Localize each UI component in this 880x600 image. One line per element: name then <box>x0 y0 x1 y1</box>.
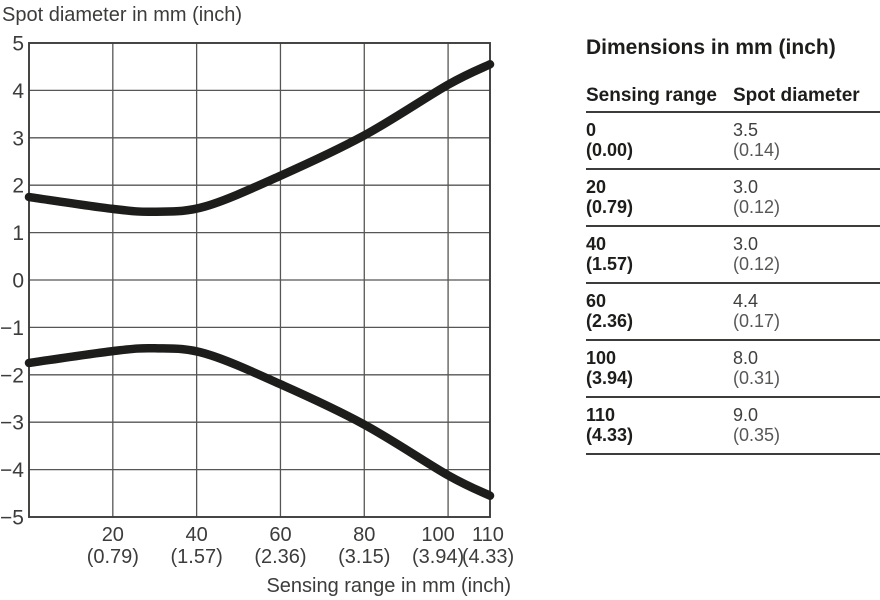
column-header-spot-diameter: Spot diameter <box>733 85 860 106</box>
table-row: 20 (0.79) 3.0 (0.12) <box>586 168 880 225</box>
y-tick-label: −1 <box>0 317 24 340</box>
x-tick-label-mm: 100 <box>421 524 454 546</box>
spot-radius-upper-curve <box>24 60 495 217</box>
table-row: 0 (0.00) 3.5 (0.14) <box>586 111 880 168</box>
y-tick-label: 2 <box>12 175 24 198</box>
x-tick-label-inch: (3.94) <box>412 546 464 568</box>
x-tick-label-inch: (3.15) <box>338 546 390 568</box>
spot-diameter-mm: 3.5 <box>733 120 759 140</box>
spot-diameter-inch: (0.12) <box>733 197 781 217</box>
sensing-range-inch: (2.36) <box>586 311 634 331</box>
spot-diameter-mm: 8.0 <box>733 348 759 368</box>
x-tick-label-inch: (0.79) <box>87 546 139 568</box>
x-tick-label-mm: 20 <box>102 524 124 546</box>
sensing-range-inch: (0.00) <box>586 140 634 160</box>
sensing-range-inch: (0.79) <box>586 197 634 217</box>
spot-diameter-inch: (0.31) <box>733 368 781 388</box>
spot-diameter-plot: 5 4 3 2 1 0 −1 −2 −3 −4 −5 20(0.79) 40(1.57) 60(2.36)… <box>0 33 514 569</box>
sensing-range-mm: 100 <box>586 348 617 368</box>
spot-radius-lower-curve <box>24 343 495 500</box>
sensing-range-mm: 20 <box>586 177 607 197</box>
table-header: Sensing range Spot diameter <box>586 85 880 107</box>
sensing-range-mm: 60 <box>586 291 607 311</box>
table-row: 60 (2.36) 4.4 (0.17) <box>586 282 880 339</box>
chart-title: Spot diameter in mm (inch) <box>2 4 243 26</box>
spot-diameter-inch: (0.17) <box>733 311 781 331</box>
y-tick-label: −2 <box>0 364 24 387</box>
x-axis-title: Sensing range in mm (inch) <box>266 575 511 597</box>
y-tick-label: −4 <box>0 459 24 482</box>
plot-border <box>28 42 491 518</box>
sensing-range-inch: (3.94) <box>586 368 634 388</box>
x-tick-label-mm: 80 <box>353 524 375 546</box>
table-row: 110 (4.33) 9.0 (0.35) <box>586 396 880 453</box>
spot-diameter-mm: 3.0 <box>733 234 759 254</box>
table-row: 100 (3.94) 8.0 (0.31) <box>586 339 880 396</box>
x-tick-label-mm: 40 <box>186 524 208 546</box>
spot-diameter-mm: 4.4 <box>733 291 759 311</box>
y-tick-label: 0 <box>12 270 24 293</box>
x-tick-label-mm: 110 <box>472 524 504 546</box>
x-tick-label-inch: (4.33) <box>462 546 514 568</box>
sensing-range-mm: 40 <box>586 234 607 254</box>
spot-diameter-mm: 9.0 <box>733 405 759 425</box>
spot-diameter-inch: (0.35) <box>733 425 781 445</box>
y-tick-label: 5 <box>12 33 24 56</box>
y-tick-label: −5 <box>0 507 24 530</box>
y-tick-label: 4 <box>12 80 24 103</box>
x-tick-label-inch: (2.36) <box>254 546 306 568</box>
x-tick-label-mm: 60 <box>269 524 291 546</box>
y-tick-label: −3 <box>0 412 24 435</box>
sensing-range-inch: (1.57) <box>586 254 634 274</box>
spot-diameter-mm: 3.0 <box>733 177 759 197</box>
spot-diameter-inch: (0.12) <box>733 254 781 274</box>
sensing-range-inch: (4.33) <box>586 425 634 445</box>
table-row: 40 (1.57) 3.0 (0.12) <box>586 225 880 282</box>
spot-diameter-inch: (0.14) <box>733 140 781 160</box>
sensing-range-mm: 0 <box>586 120 597 140</box>
y-tick-label: 1 <box>12 222 24 245</box>
sensing-range-mm: 110 <box>586 405 616 425</box>
x-tick-label-inch: (1.57) <box>171 546 223 568</box>
table-body: 0 (0.00) 3.5 (0.14) 20 (0.79) 3.0 (0.12) <box>586 111 880 455</box>
y-tick-label: 3 <box>12 127 24 150</box>
column-header-sensing-range: Sensing range <box>586 85 717 106</box>
table-title: Dimensions in mm (inch) <box>586 36 836 59</box>
